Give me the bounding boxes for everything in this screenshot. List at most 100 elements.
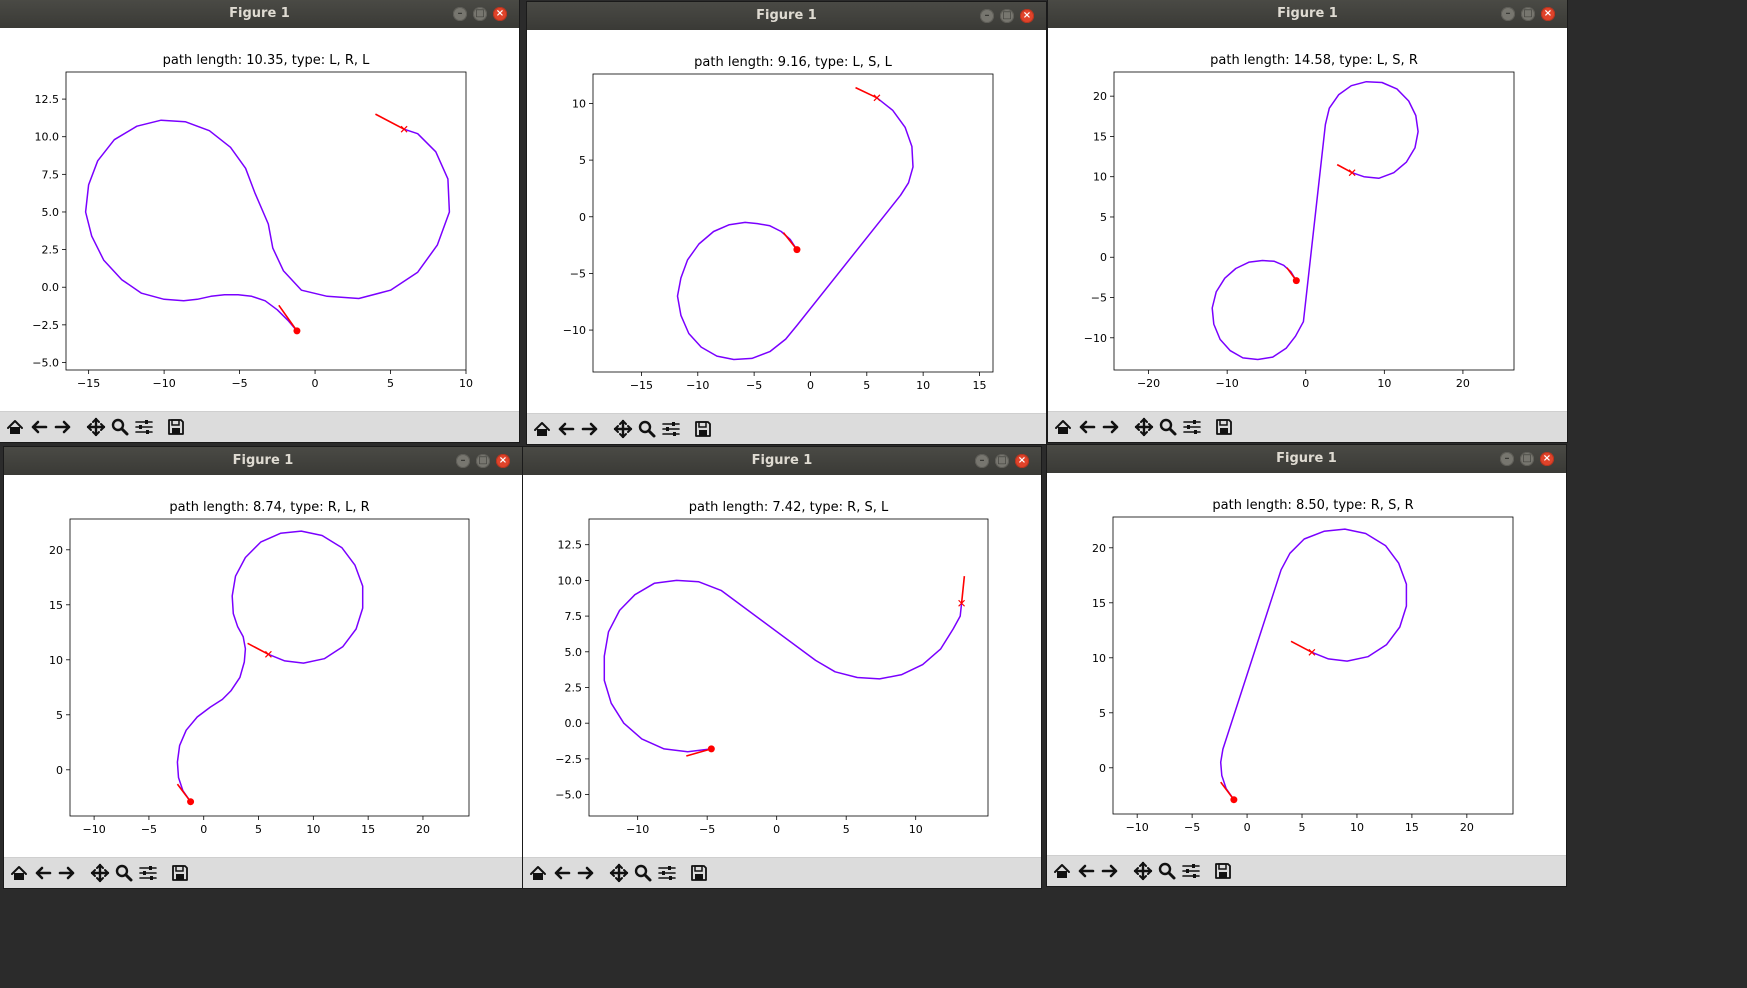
window-titlebar[interactable]: Figure 1 – □ × bbox=[4, 447, 522, 475]
configure-button[interactable] bbox=[132, 415, 156, 439]
zoom-button[interactable] bbox=[108, 415, 132, 439]
close-button[interactable]: × bbox=[493, 7, 507, 21]
home-button[interactable] bbox=[1051, 415, 1075, 439]
minimize-button[interactable]: – bbox=[980, 9, 994, 23]
close-button[interactable]: × bbox=[1015, 454, 1029, 468]
maximize-button[interactable]: □ bbox=[476, 454, 490, 468]
maximize-button[interactable]: □ bbox=[1520, 452, 1534, 466]
forward-button[interactable] bbox=[574, 861, 598, 885]
maximize-button[interactable]: □ bbox=[1000, 9, 1014, 23]
configure-button[interactable] bbox=[1179, 859, 1203, 883]
zoom-button[interactable] bbox=[1155, 859, 1179, 883]
window-titlebar[interactable]: Figure 1 – □ × bbox=[0, 0, 519, 28]
save-button[interactable] bbox=[1211, 859, 1235, 883]
zoom-button[interactable] bbox=[112, 861, 136, 885]
figure-window-3[interactable]: Figure 1 – □ × path length: 14.58, type: L, … bbox=[1048, 0, 1567, 442]
window-titlebar[interactable]: Figure 1 – □ × bbox=[523, 447, 1041, 475]
save-button[interactable] bbox=[691, 417, 715, 441]
home-button[interactable] bbox=[526, 861, 550, 885]
minimize-button[interactable]: – bbox=[453, 7, 467, 21]
configure-button[interactable] bbox=[659, 417, 683, 441]
minimize-button[interactable]: – bbox=[975, 454, 989, 468]
forward-button[interactable] bbox=[1099, 415, 1123, 439]
configure-button[interactable] bbox=[136, 861, 160, 885]
pan-button[interactable] bbox=[1131, 859, 1155, 883]
figure-window-2[interactable]: Figure 1 – □ × path length: 9.16, type: L, S… bbox=[527, 2, 1046, 444]
figure-window-1[interactable]: Figure 1 – □ × path length: 10.35, type: L, … bbox=[0, 0, 519, 442]
x-tick-label: −5 bbox=[141, 823, 157, 836]
window-titlebar[interactable]: Figure 1 – □ × bbox=[527, 2, 1046, 30]
back-button[interactable] bbox=[550, 861, 574, 885]
back-button[interactable] bbox=[1075, 415, 1099, 439]
x-tick-label: 5 bbox=[255, 823, 262, 836]
close-button[interactable]: × bbox=[1020, 9, 1034, 23]
chart-title: path length: 8.50, type: R, S, R bbox=[1212, 498, 1413, 513]
figure-canvas[interactable]: path length: 14.58, type: L, S, R −20 −10 0… bbox=[1048, 28, 1567, 412]
close-button[interactable]: × bbox=[1541, 7, 1555, 21]
x-tick-label: 5 bbox=[863, 379, 870, 392]
configure-button[interactable] bbox=[1180, 415, 1204, 439]
figure-canvas[interactable]: path length: 10.35, type: L, R, L −15 −10 −… bbox=[0, 28, 519, 412]
axes-frame bbox=[65, 71, 467, 371]
zoom-button[interactable] bbox=[1156, 415, 1180, 439]
axes-frame bbox=[1112, 516, 1514, 815]
close-button[interactable]: × bbox=[1540, 452, 1554, 466]
close-button[interactable]: × bbox=[496, 454, 510, 468]
pan-button[interactable] bbox=[611, 417, 635, 441]
figure-window-6[interactable]: Figure 1 – □ × path length: 8.50, type: R, S… bbox=[1047, 445, 1566, 886]
save-button[interactable] bbox=[687, 861, 711, 885]
x-tick-label: −10 bbox=[1126, 821, 1149, 834]
configure-button[interactable] bbox=[655, 861, 679, 885]
back-button[interactable] bbox=[31, 861, 55, 885]
window-titlebar[interactable]: Figure 1 – □ × bbox=[1047, 445, 1566, 473]
x-tick-label: −5 bbox=[231, 377, 247, 390]
save-button[interactable] bbox=[168, 861, 192, 885]
save-button[interactable] bbox=[164, 415, 188, 439]
y-tick-label: 20 bbox=[1092, 542, 1106, 555]
chart-title: path length: 8.74, type: R, L, R bbox=[169, 500, 369, 515]
forward-button[interactable] bbox=[1098, 859, 1122, 883]
figure-canvas[interactable]: path length: 8.74, type: R, L, R −10 −5 0 5 1… bbox=[4, 475, 522, 858]
y-tick-label: 20 bbox=[49, 544, 63, 557]
figure-canvas[interactable]: path length: 7.42, type: R, S, L −10 −5 0 5 1… bbox=[523, 475, 1041, 858]
forward-button[interactable] bbox=[578, 417, 602, 441]
pan-button[interactable] bbox=[1132, 415, 1156, 439]
home-button[interactable] bbox=[3, 415, 27, 439]
y-tick-label: 5.0 bbox=[42, 206, 60, 219]
figure-window-5[interactable]: Figure 1 – □ × path length: 7.42, type: R, S… bbox=[523, 447, 1041, 888]
save-button[interactable] bbox=[1212, 415, 1236, 439]
plot-svg: path length: 9.16, type: L, S, L −15 −10 −5… bbox=[563, 55, 994, 392]
forward-button[interactable] bbox=[55, 861, 79, 885]
pan-button[interactable] bbox=[607, 861, 631, 885]
figure-window-4[interactable]: Figure 1 – □ × path length: 8.74, type: R, L… bbox=[4, 447, 522, 888]
minimize-button[interactable]: – bbox=[1500, 452, 1514, 466]
axes-frame bbox=[1113, 71, 1515, 371]
pan-button[interactable] bbox=[88, 861, 112, 885]
home-button[interactable] bbox=[7, 861, 31, 885]
forward-button[interactable] bbox=[51, 415, 75, 439]
navigation-toolbar bbox=[523, 857, 1041, 888]
back-button[interactable] bbox=[1074, 859, 1098, 883]
maximize-button[interactable]: □ bbox=[995, 454, 1009, 468]
window-titlebar[interactable]: Figure 1 – □ × bbox=[1048, 0, 1567, 28]
home-button[interactable] bbox=[530, 417, 554, 441]
figure-canvas[interactable]: path length: 8.50, type: R, S, R −10 −5 0 5 1… bbox=[1047, 473, 1566, 856]
pan-button[interactable] bbox=[84, 415, 108, 439]
x-tick-label: −10 bbox=[1216, 377, 1239, 390]
x-tick-label: 0 bbox=[312, 377, 319, 390]
back-button[interactable] bbox=[554, 417, 578, 441]
axes-frame bbox=[69, 518, 470, 817]
maximize-button[interactable]: □ bbox=[1521, 7, 1535, 21]
zoom-button[interactable] bbox=[635, 417, 659, 441]
y-tick-label: 20 bbox=[1093, 90, 1107, 103]
minimize-button[interactable]: – bbox=[1501, 7, 1515, 21]
zoom-button[interactable] bbox=[631, 861, 655, 885]
save-icon bbox=[172, 865, 188, 881]
back-button[interactable] bbox=[27, 415, 51, 439]
minimize-button[interactable]: – bbox=[456, 454, 470, 468]
configure-icon bbox=[135, 420, 153, 434]
maximize-button[interactable]: □ bbox=[473, 7, 487, 21]
home-button[interactable] bbox=[1050, 859, 1074, 883]
y-tick-label: −5.0 bbox=[32, 356, 59, 369]
figure-canvas[interactable]: path length: 9.16, type: L, S, L −15 −10 −5… bbox=[527, 30, 1046, 414]
